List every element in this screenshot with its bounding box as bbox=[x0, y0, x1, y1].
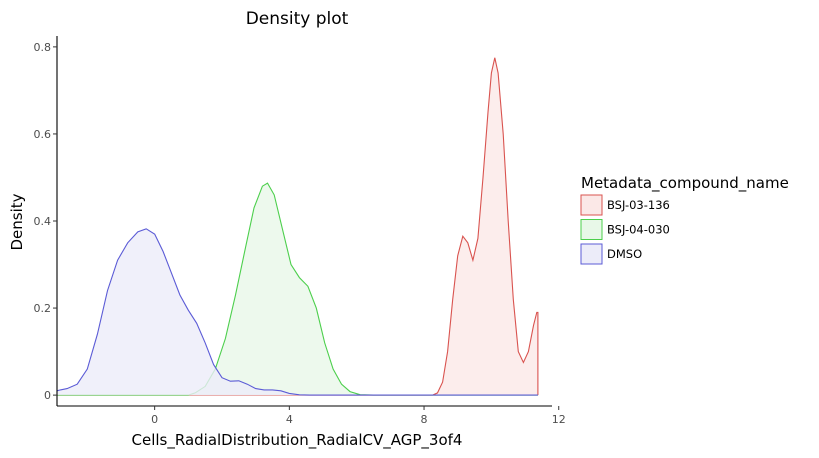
x-tick-label: 0 bbox=[151, 413, 158, 426]
y-tick-label: 0.8 bbox=[34, 41, 52, 54]
legend-title: Metadata_compound_name bbox=[581, 174, 789, 193]
series-layer bbox=[56, 57, 539, 396]
x-tick-label: 12 bbox=[552, 413, 566, 426]
x-axis-label: Cells_RadialDistribution_RadialCV_AGP_3o… bbox=[132, 431, 463, 450]
chart-title: Density plot bbox=[246, 9, 349, 29]
y-tick-label: 0 bbox=[44, 389, 51, 402]
x-tick-label: 4 bbox=[286, 413, 293, 426]
legend-label-bsj-03-136: BSJ-03-136 bbox=[607, 198, 670, 212]
density-area-bsj-04-030 bbox=[57, 183, 538, 396]
legend-swatch-bsj-03-136 bbox=[580, 194, 603, 216]
legend-swatch-dmso bbox=[580, 243, 603, 265]
legend-label-dmso: DMSO bbox=[607, 247, 642, 261]
legend-label-bsj-04-030: BSJ-04-030 bbox=[607, 223, 670, 237]
y-tick-label: 0.2 bbox=[34, 302, 52, 315]
y-tick-label: 0.4 bbox=[34, 215, 52, 228]
y-axis-label: Density bbox=[8, 193, 26, 250]
y-tick-label: 0.6 bbox=[34, 128, 52, 141]
density-area-dmso bbox=[57, 228, 538, 396]
density-line-bsj-03-136 bbox=[57, 57, 539, 396]
legend-swatch-bsj-04-030 bbox=[580, 219, 603, 240]
axes-layer: 0 4 8 12 0 0.2 0.4 0.6 0.8 bbox=[34, 36, 566, 426]
legend: Metadata_compound_name BSJ-03-136 BSJ-04-… bbox=[580, 174, 789, 265]
density-line-dmso bbox=[56, 228, 538, 396]
x-tick-label: 8 bbox=[421, 413, 428, 426]
